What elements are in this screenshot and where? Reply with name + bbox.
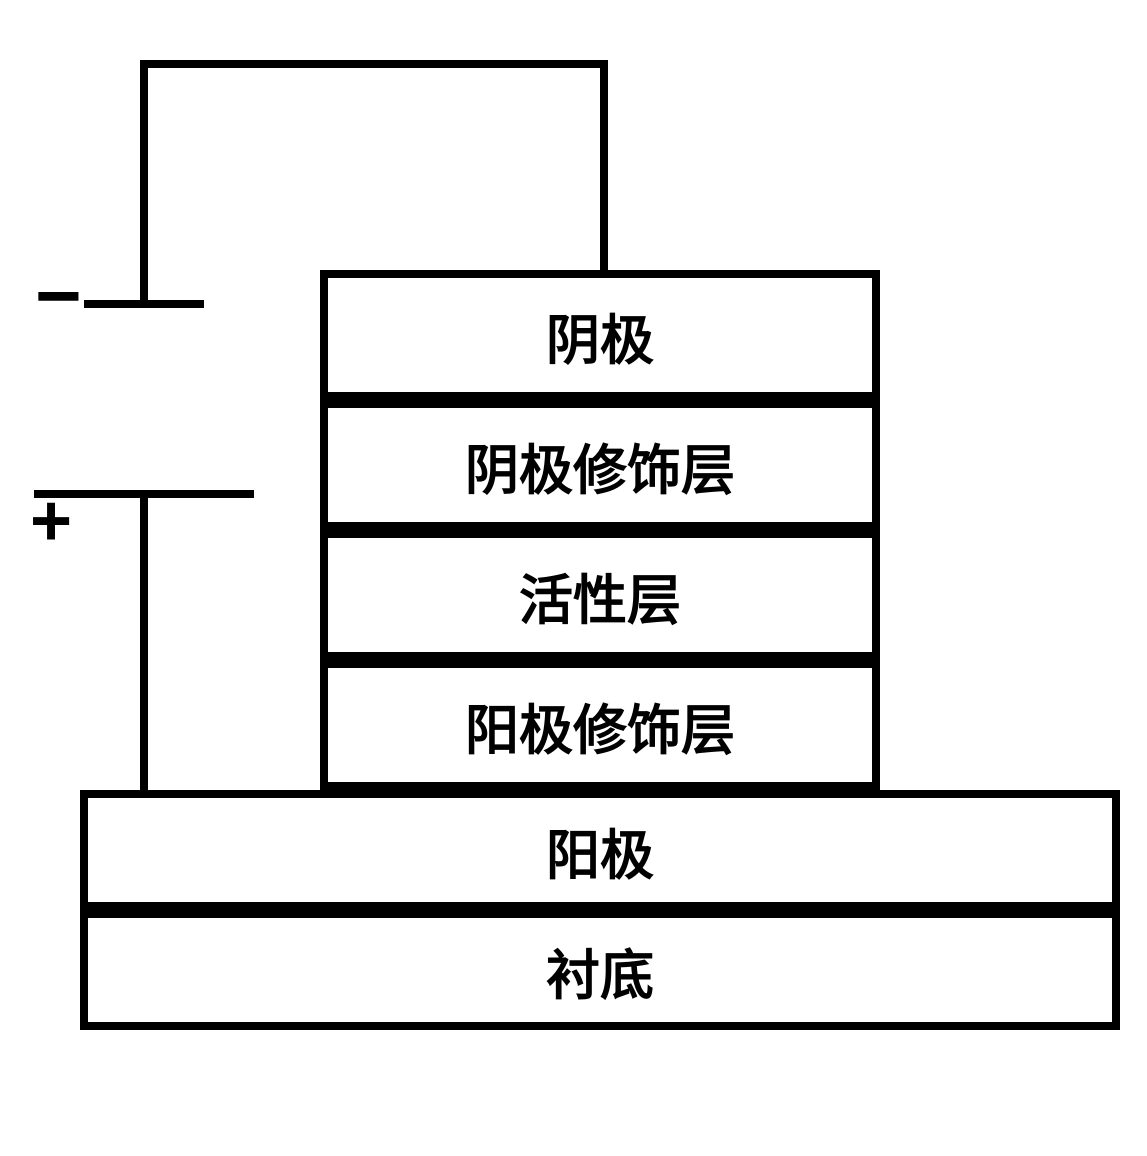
layer-anode: 阳极 (80, 790, 1120, 910)
layer-substrate: 衬底 (80, 910, 1120, 1030)
wire-top-horizontal (140, 60, 608, 68)
layer-label-anode: 阳极 (546, 811, 654, 890)
layer-cathode_mod: 阴极修饰层 (320, 400, 880, 530)
layer-label-cathode_mod: 阴极修饰层 (465, 426, 735, 505)
layer-label-anode_mod: 阳极修饰层 (465, 686, 735, 765)
diagram-canvas: 阴极阴极修饰层活性层阳极修饰层阳极衬底 − + (0, 0, 1147, 1156)
layer-label-substrate: 衬底 (546, 931, 654, 1010)
wire-neg-plate (84, 300, 204, 308)
layer-label-active: 活性层 (519, 556, 681, 635)
layer-label-cathode: 阴极 (546, 296, 654, 375)
wire-left-upper (140, 60, 148, 300)
sign-plus: + (30, 480, 72, 562)
layer-cathode: 阴极 (320, 270, 880, 400)
wire-left-lower (140, 490, 148, 790)
wire-cathode-drop (600, 60, 608, 270)
layer-active: 活性层 (320, 530, 880, 660)
layer-anode_mod: 阳极修饰层 (320, 660, 880, 790)
sign-minus: − (35, 250, 82, 342)
